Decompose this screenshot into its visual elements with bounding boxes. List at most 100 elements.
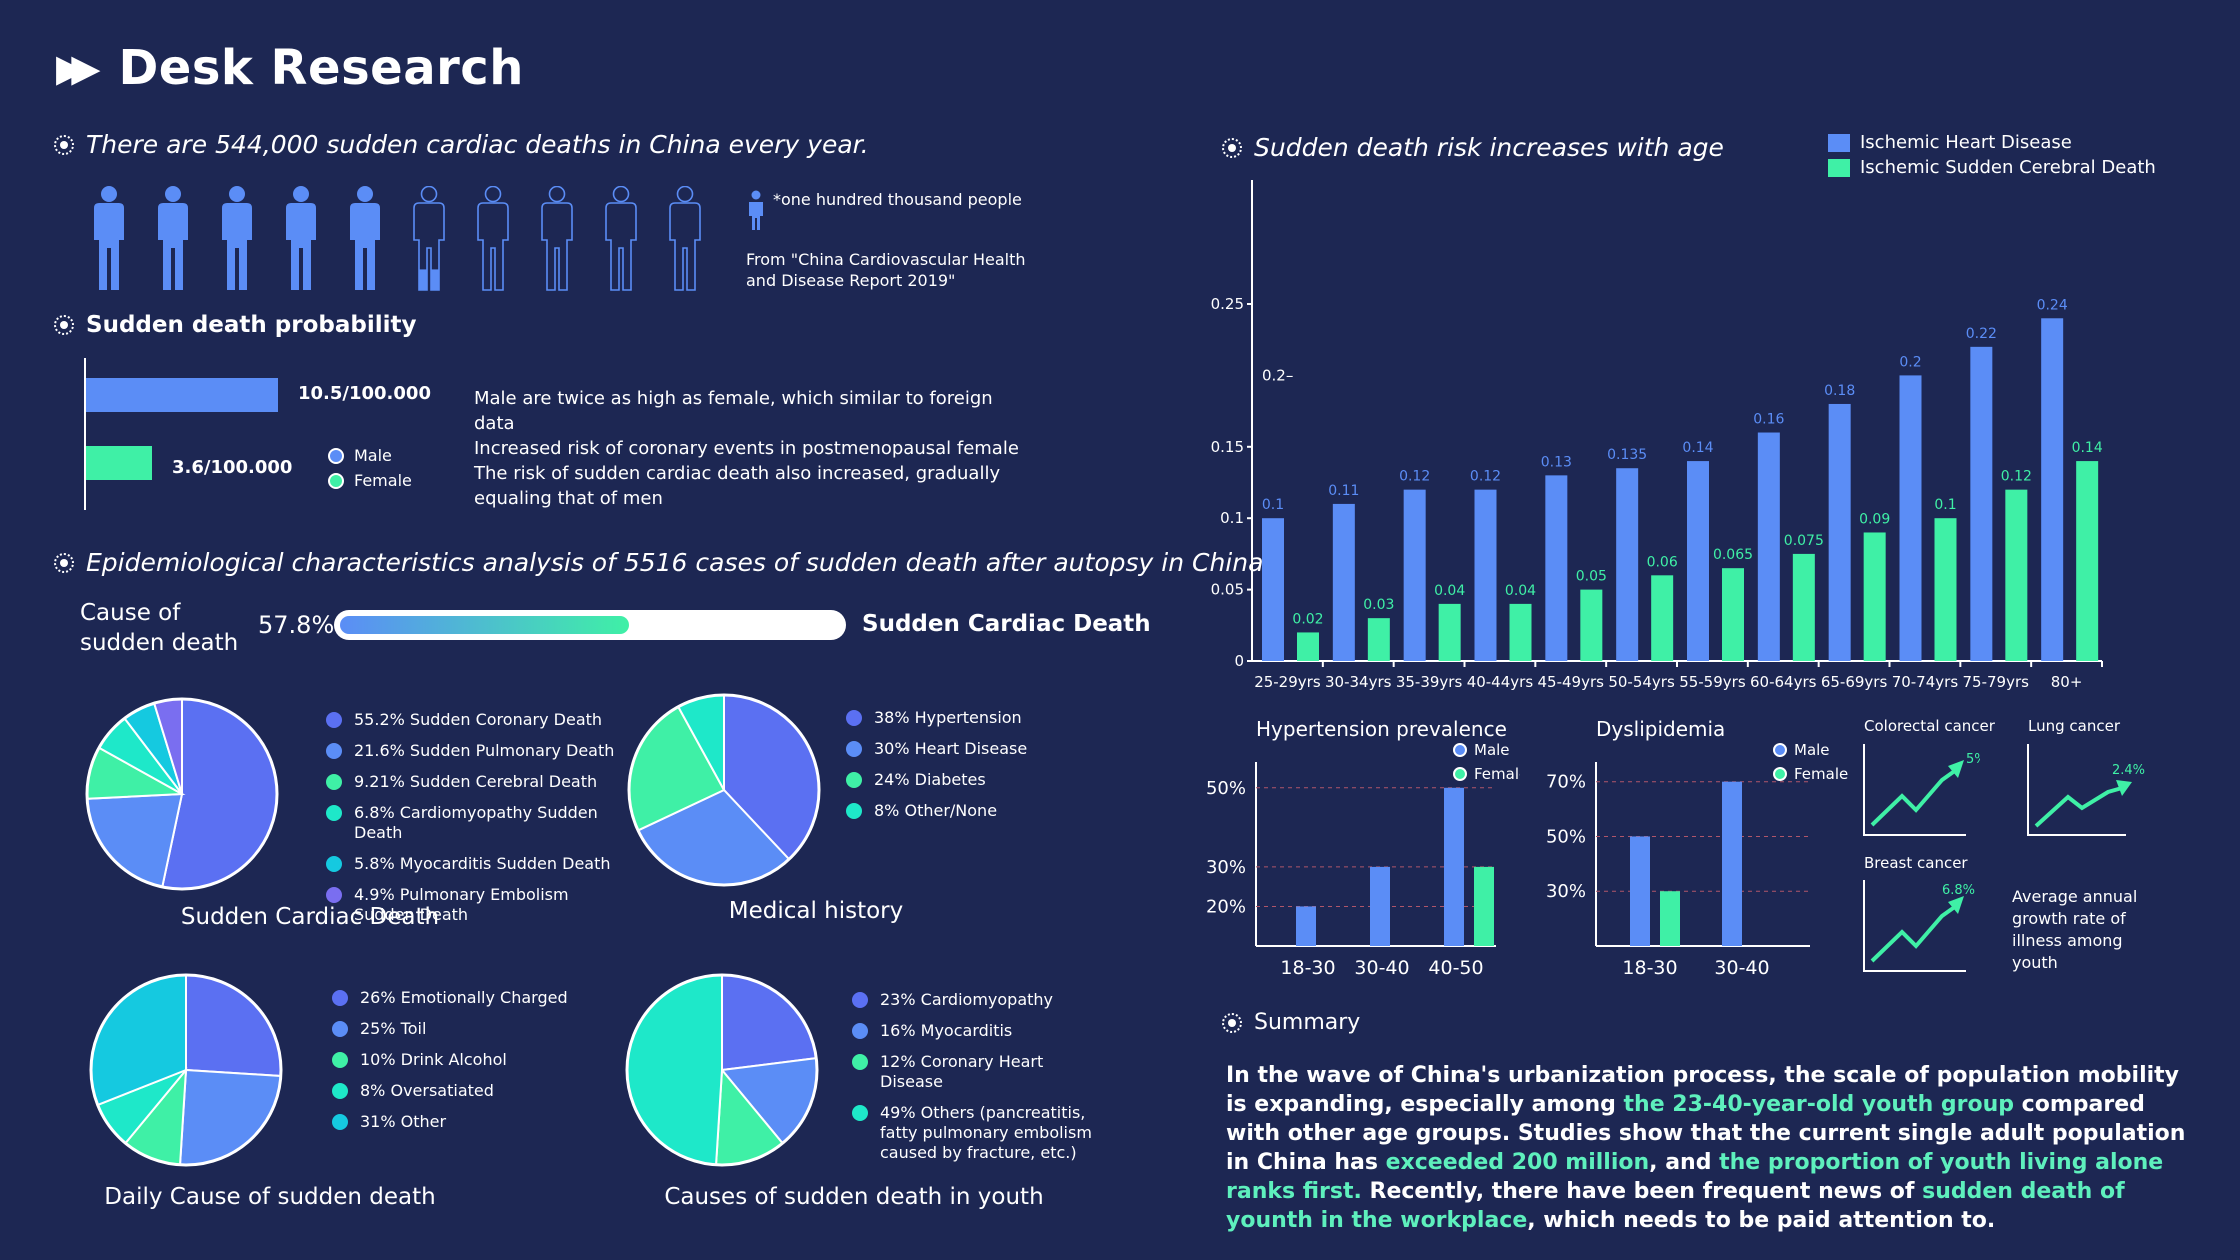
data-label: 0.18 [1824, 383, 1855, 399]
cause-progress-fill [340, 616, 629, 634]
bar [2076, 461, 2099, 661]
male-probability-bar [86, 378, 278, 412]
lung-title: Lung cancer [2028, 717, 2120, 735]
highlight-200-million: exceeded 200 million [1385, 1150, 1650, 1175]
legend-label: 5.8% Myocarditis Sudden Death [354, 854, 611, 873]
bar [1630, 836, 1650, 946]
person-icon [222, 186, 252, 290]
bar [2005, 489, 2028, 661]
bar [1509, 603, 1532, 661]
y-tick-label: 30% [1206, 857, 1246, 878]
highlight-living-alone: the proportion of youth living alone ran… [1226, 1150, 2164, 1204]
bar [1367, 618, 1390, 661]
legend-dot [1773, 743, 1787, 757]
legend-item: 26% Emotionally Charged [332, 988, 572, 1008]
chart-title: Hypertension prevalence [1256, 717, 1507, 741]
legend-dot [852, 1105, 868, 1121]
lung-growth-chart: 2.4% [2027, 744, 2145, 836]
legend-dot [326, 856, 342, 872]
person-icon [669, 186, 701, 291]
x-tick-label: 55-59yrs [1679, 673, 1746, 691]
bullet-icon [1222, 137, 1242, 158]
data-label: 0.065 [1713, 547, 1753, 563]
x-tick-label: 50-54yrs [1608, 673, 1675, 691]
data-label: 0.02 [1292, 611, 1323, 627]
summary-heading: Summary [1222, 1010, 1360, 1035]
legend-dot [326, 887, 342, 903]
legend-label: 10% Drink Alcohol [360, 1050, 507, 1069]
person-icon-row [94, 186, 701, 291]
bar [1474, 489, 1497, 661]
legend-label: 21.6% Sudden Pulmonary Death [354, 741, 615, 760]
legend-label: 23% Cardiomyopathy [880, 990, 1053, 1009]
x-tick-label: 18-30 [1622, 957, 1677, 979]
legend-dot [332, 1021, 348, 1037]
pie-medical-history-legend: 38% Hypertension 30% Heart Disease 24% Dia… [846, 708, 1046, 832]
bar [1757, 432, 1780, 661]
cause-progress-track [334, 610, 846, 640]
y-tick-label: 0 [1234, 652, 1244, 670]
x-tick-label: 40-50 [1428, 957, 1483, 979]
person-icon [413, 186, 445, 291]
legend-label: Female [1474, 765, 1520, 783]
legend-label: 12% Coronary Heart Disease [880, 1052, 1044, 1091]
colorectal-title: Colorectal cancer [1864, 717, 1995, 735]
x-tick-label: 40-44yrs [1467, 673, 1534, 691]
lung-rate: 2.4% [2112, 763, 2145, 778]
breast-title: Breast cancer [1864, 854, 1968, 872]
data-label: 0.11 [1328, 483, 1359, 499]
data-label: 0.12 [1399, 469, 1430, 485]
pie-daily-cause [89, 973, 283, 1167]
x-tick-label: 35-39yrs [1396, 673, 1463, 691]
person-icon [541, 186, 573, 291]
y-tick-label: 20% [1206, 896, 1246, 917]
data-label: 0.1 [1262, 497, 1284, 513]
legend-dot [326, 743, 342, 759]
pie-youth-causes-title: Causes of sudden death in youth [664, 1184, 1044, 1210]
data-label: 0.12 [2001, 469, 2032, 485]
data-label: 0.04 [1434, 583, 1465, 599]
bar [1296, 906, 1316, 946]
legend-label: 4.9% Pulmonary Embolism Sudden Death [354, 885, 569, 924]
legend-label: 38% Hypertension [874, 708, 1022, 727]
cause-bar-label: Sudden Cardiac Death [862, 611, 1151, 637]
legend-item: 8% Oversatiated [332, 1081, 572, 1101]
legend-dot [852, 1023, 868, 1039]
female-legend-dot [328, 472, 344, 489]
person-icon [350, 186, 380, 290]
breast-growth-chart: 6.8% [1863, 880, 1975, 972]
legend-label: Male [1474, 741, 1510, 759]
bar [1970, 346, 1993, 661]
legend-dot [852, 992, 868, 1008]
bar [1545, 475, 1568, 661]
x-tick-label: 30-40 [1354, 957, 1409, 979]
legend-dot [1773, 767, 1787, 781]
legend-item: 6.8% Cardiomyopathy Sudden Death [326, 803, 616, 843]
source-note: From "China Cardiovascular Health and Di… [746, 250, 1026, 290]
legend-label: 6.8% Cardiomyopathy Sudden Death [354, 803, 598, 842]
legend-item: 10% Drink Alcohol [332, 1050, 572, 1070]
legend-item: 12% Coronary Heart Disease [852, 1052, 1102, 1092]
legend-item: 24% Diabetes [846, 770, 1046, 790]
legend-label: 9.21% Sudden Cerebral Death [354, 772, 598, 791]
legend-item: 21.6% Sudden Pulmonary Death [326, 741, 616, 761]
colorectal-growth-chart: 5% [1863, 744, 1980, 836]
legend-dot [326, 774, 342, 790]
epidemiology-heading: Epidemiological characteristics analysis… [54, 548, 1263, 577]
x-tick-label: 45-49yrs [1538, 673, 1605, 691]
legend-label: 16% Myocarditis [880, 1021, 1013, 1040]
legend-item: 4.9% Pulmonary Embolism Sudden Death [326, 885, 616, 925]
legend-label: 26% Emotionally Charged [360, 988, 568, 1007]
bar [1332, 503, 1355, 661]
bar [1660, 891, 1680, 946]
female-probability-label: 3.6/100.000 [172, 457, 293, 478]
pie-sudden-cardiac-death-title: Sudden Cardiac Death [180, 904, 440, 930]
y-tick-label: 70% [1546, 772, 1586, 793]
legend-swatch-cerebral [1828, 158, 1850, 177]
y-tick-label: 0.25 [1211, 295, 1244, 313]
pie-youth-causes-legend: 23% Cardiomyopathy 16% Myocarditis 12% Cor… [852, 990, 1102, 1174]
bar [1687, 461, 1709, 661]
bar [1297, 632, 1319, 661]
bullet-icon [54, 315, 74, 335]
legend-label: Female [1794, 765, 1848, 783]
